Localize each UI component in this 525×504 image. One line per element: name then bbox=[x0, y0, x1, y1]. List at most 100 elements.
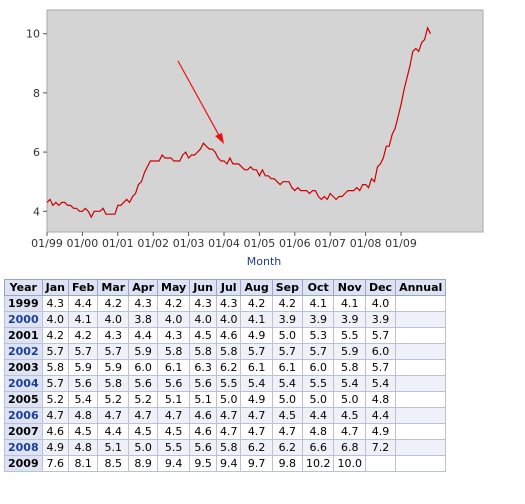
x-axis-title: Month bbox=[247, 255, 282, 268]
value-cell: 4.0 bbox=[364, 295, 397, 312]
value-cell: 4.5 bbox=[128, 423, 158, 440]
table-row: 2004 5.7 5.6 5.8 5.6 5.6 5.6 5.5 5.4 5.4 5.5 5.4 5.4 bbox=[4, 375, 447, 392]
value-cell: 4.9 bbox=[240, 327, 273, 344]
value-cell: 5.1 bbox=[189, 391, 217, 408]
value-cell: 5.7 bbox=[301, 343, 335, 360]
value-cell: 4.9 bbox=[364, 423, 397, 440]
table-row: 2003 5.8 5.9 5.9 6.0 6.1 6.3 6.2 6.1 6.1 6.0 5.8 5.7 bbox=[4, 359, 447, 376]
x-axis: 01/99 01/00 01/01 01/02 01/03 01/04 01/05 01/06… bbox=[31, 232, 417, 250]
value-cell: 5.0 bbox=[271, 391, 303, 408]
value-cell: 5.7 bbox=[97, 343, 130, 360]
column-header: Aug bbox=[240, 279, 273, 296]
value-cell: 3.9 bbox=[271, 311, 303, 328]
value-cell: 5.0 bbox=[301, 391, 335, 408]
value-cell: 5.3 bbox=[301, 327, 335, 344]
value-cell: 5.8 bbox=[215, 343, 242, 360]
value-cell bbox=[395, 423, 447, 440]
table-row: 2002 5.7 5.7 5.7 5.9 5.8 5.8 5.8 5.7 5.7 5.7 5.9 6.0 bbox=[4, 343, 447, 360]
value-cell: 5.2 bbox=[41, 391, 69, 408]
value-cell: 4.2 bbox=[271, 295, 303, 312]
table-header-row: Year Jan Feb Mar Apr May Jun Jul Aug Sep Oct Nov Dec… bbox=[4, 279, 447, 296]
value-cell: 4.2 bbox=[41, 327, 69, 344]
value-cell: 5.8 bbox=[41, 359, 69, 376]
value-cell: 4.4 bbox=[364, 407, 397, 424]
year-cell: 2003 bbox=[4, 359, 43, 376]
value-cell: 4.8 bbox=[67, 439, 99, 456]
value-cell: 5.5 bbox=[333, 327, 366, 344]
value-cell: 6.0 bbox=[364, 343, 397, 360]
value-cell: 4.0 bbox=[97, 311, 130, 328]
value-cell: 5.5 bbox=[156, 439, 191, 456]
value-cell: 5.7 bbox=[240, 343, 273, 360]
x-tick-label: 01/04 bbox=[208, 237, 240, 250]
value-cell: 6.1 bbox=[240, 359, 273, 376]
column-header: Sep bbox=[271, 279, 303, 296]
value-cell: 5.0 bbox=[333, 391, 366, 408]
y-tick-label: 10 bbox=[26, 28, 40, 41]
value-cell: 5.9 bbox=[128, 343, 158, 360]
value-cell: 4.5 bbox=[271, 407, 303, 424]
value-cell: 8.1 bbox=[67, 455, 99, 472]
column-header: Dec bbox=[364, 279, 397, 296]
value-cell bbox=[395, 439, 447, 456]
value-cell: 5.4 bbox=[333, 375, 366, 392]
value-cell: 4.4 bbox=[301, 407, 335, 424]
value-cell: 4.2 bbox=[67, 327, 99, 344]
value-cell bbox=[395, 327, 447, 344]
value-cell: 6.2 bbox=[240, 439, 273, 456]
value-cell: 5.6 bbox=[67, 375, 99, 392]
value-cell: 5.7 bbox=[364, 359, 397, 376]
value-cell: 4.7 bbox=[156, 407, 191, 424]
line-chart: 4 6 8 10 01/99 01/00 01/01 01/02 01/03 01/04 01/0… bbox=[26, 9, 484, 268]
value-cell: 4.3 bbox=[128, 295, 158, 312]
value-cell: 5.6 bbox=[156, 375, 191, 392]
value-cell: 5.8 bbox=[156, 343, 191, 360]
value-cell: 5.7 bbox=[41, 343, 69, 360]
x-tick-label: 01/08 bbox=[350, 237, 382, 250]
value-cell: 9.4 bbox=[156, 455, 191, 472]
x-tick-label: 01/05 bbox=[244, 237, 276, 250]
annotation-arrow bbox=[177, 60, 224, 144]
value-cell: 7.2 bbox=[364, 439, 397, 456]
year-cell: 2004 bbox=[4, 375, 43, 392]
value-cell: 5.4 bbox=[271, 375, 303, 392]
data-table: Year Jan Feb Mar Apr May Jun Jul Aug Sep Oct Nov Dec… bbox=[4, 279, 447, 472]
value-cell: 8.9 bbox=[128, 455, 158, 472]
value-cell: 4.8 bbox=[364, 391, 397, 408]
value-cell: 5.6 bbox=[128, 375, 158, 392]
value-cell: 9.5 bbox=[189, 455, 217, 472]
y-tick-label: 8 bbox=[33, 87, 40, 100]
table-row: 2009 7.6 8.1 8.5 8.9 9.4 9.5 9.4 9.7 9.8 10.2 10.0 bbox=[4, 455, 447, 472]
value-cell: 4.0 bbox=[215, 311, 242, 328]
x-tick-label: 01/02 bbox=[137, 237, 169, 250]
value-cell: 4.6 bbox=[189, 407, 217, 424]
year-cell: 2000 bbox=[4, 311, 43, 328]
table-row: 2001 4.2 4.2 4.3 4.4 4.3 4.5 4.6 4.9 5.0 5.3 5.5 5.7 bbox=[4, 327, 447, 344]
value-cell: 5.9 bbox=[97, 359, 130, 376]
column-header: Annual bbox=[395, 279, 447, 296]
table-row: 2005 5.2 5.4 5.2 5.2 5.1 5.1 5.0 4.9 5.0 5.0 5.0 4.8 bbox=[4, 391, 447, 408]
value-cell: 4.2 bbox=[97, 295, 130, 312]
value-cell bbox=[395, 343, 447, 360]
value-cell: 5.1 bbox=[97, 439, 130, 456]
value-cell: 4.1 bbox=[67, 311, 99, 328]
value-cell: 5.4 bbox=[364, 375, 397, 392]
value-cell: 4.5 bbox=[333, 407, 366, 424]
value-cell: 3.8 bbox=[128, 311, 158, 328]
column-header: Year bbox=[4, 279, 43, 296]
value-cell: 4.4 bbox=[67, 295, 99, 312]
value-cell: 4.7 bbox=[240, 423, 273, 440]
series-line bbox=[46, 26, 432, 219]
column-header: Oct bbox=[301, 279, 335, 296]
year-cell: 2002 bbox=[4, 343, 43, 360]
table-row: 1999 4.3 4.4 4.2 4.3 4.2 4.3 4.3 4.2 4.2 4.1 4.1 4.0 bbox=[4, 295, 447, 312]
y-tick-label: 4 bbox=[33, 205, 40, 218]
value-cell: 5.0 bbox=[271, 327, 303, 344]
value-cell: 9.7 bbox=[240, 455, 273, 472]
table-row: 2006 4.7 4.8 4.7 4.7 4.7 4.6 4.7 4.7 4.5 4.4 4.5 4.4 bbox=[4, 407, 447, 424]
value-cell: 6.8 bbox=[333, 439, 366, 456]
value-cell: 5.7 bbox=[41, 375, 69, 392]
value-cell bbox=[395, 295, 447, 312]
x-tick-label: 01/07 bbox=[314, 237, 346, 250]
value-cell: 5.6 bbox=[189, 439, 217, 456]
